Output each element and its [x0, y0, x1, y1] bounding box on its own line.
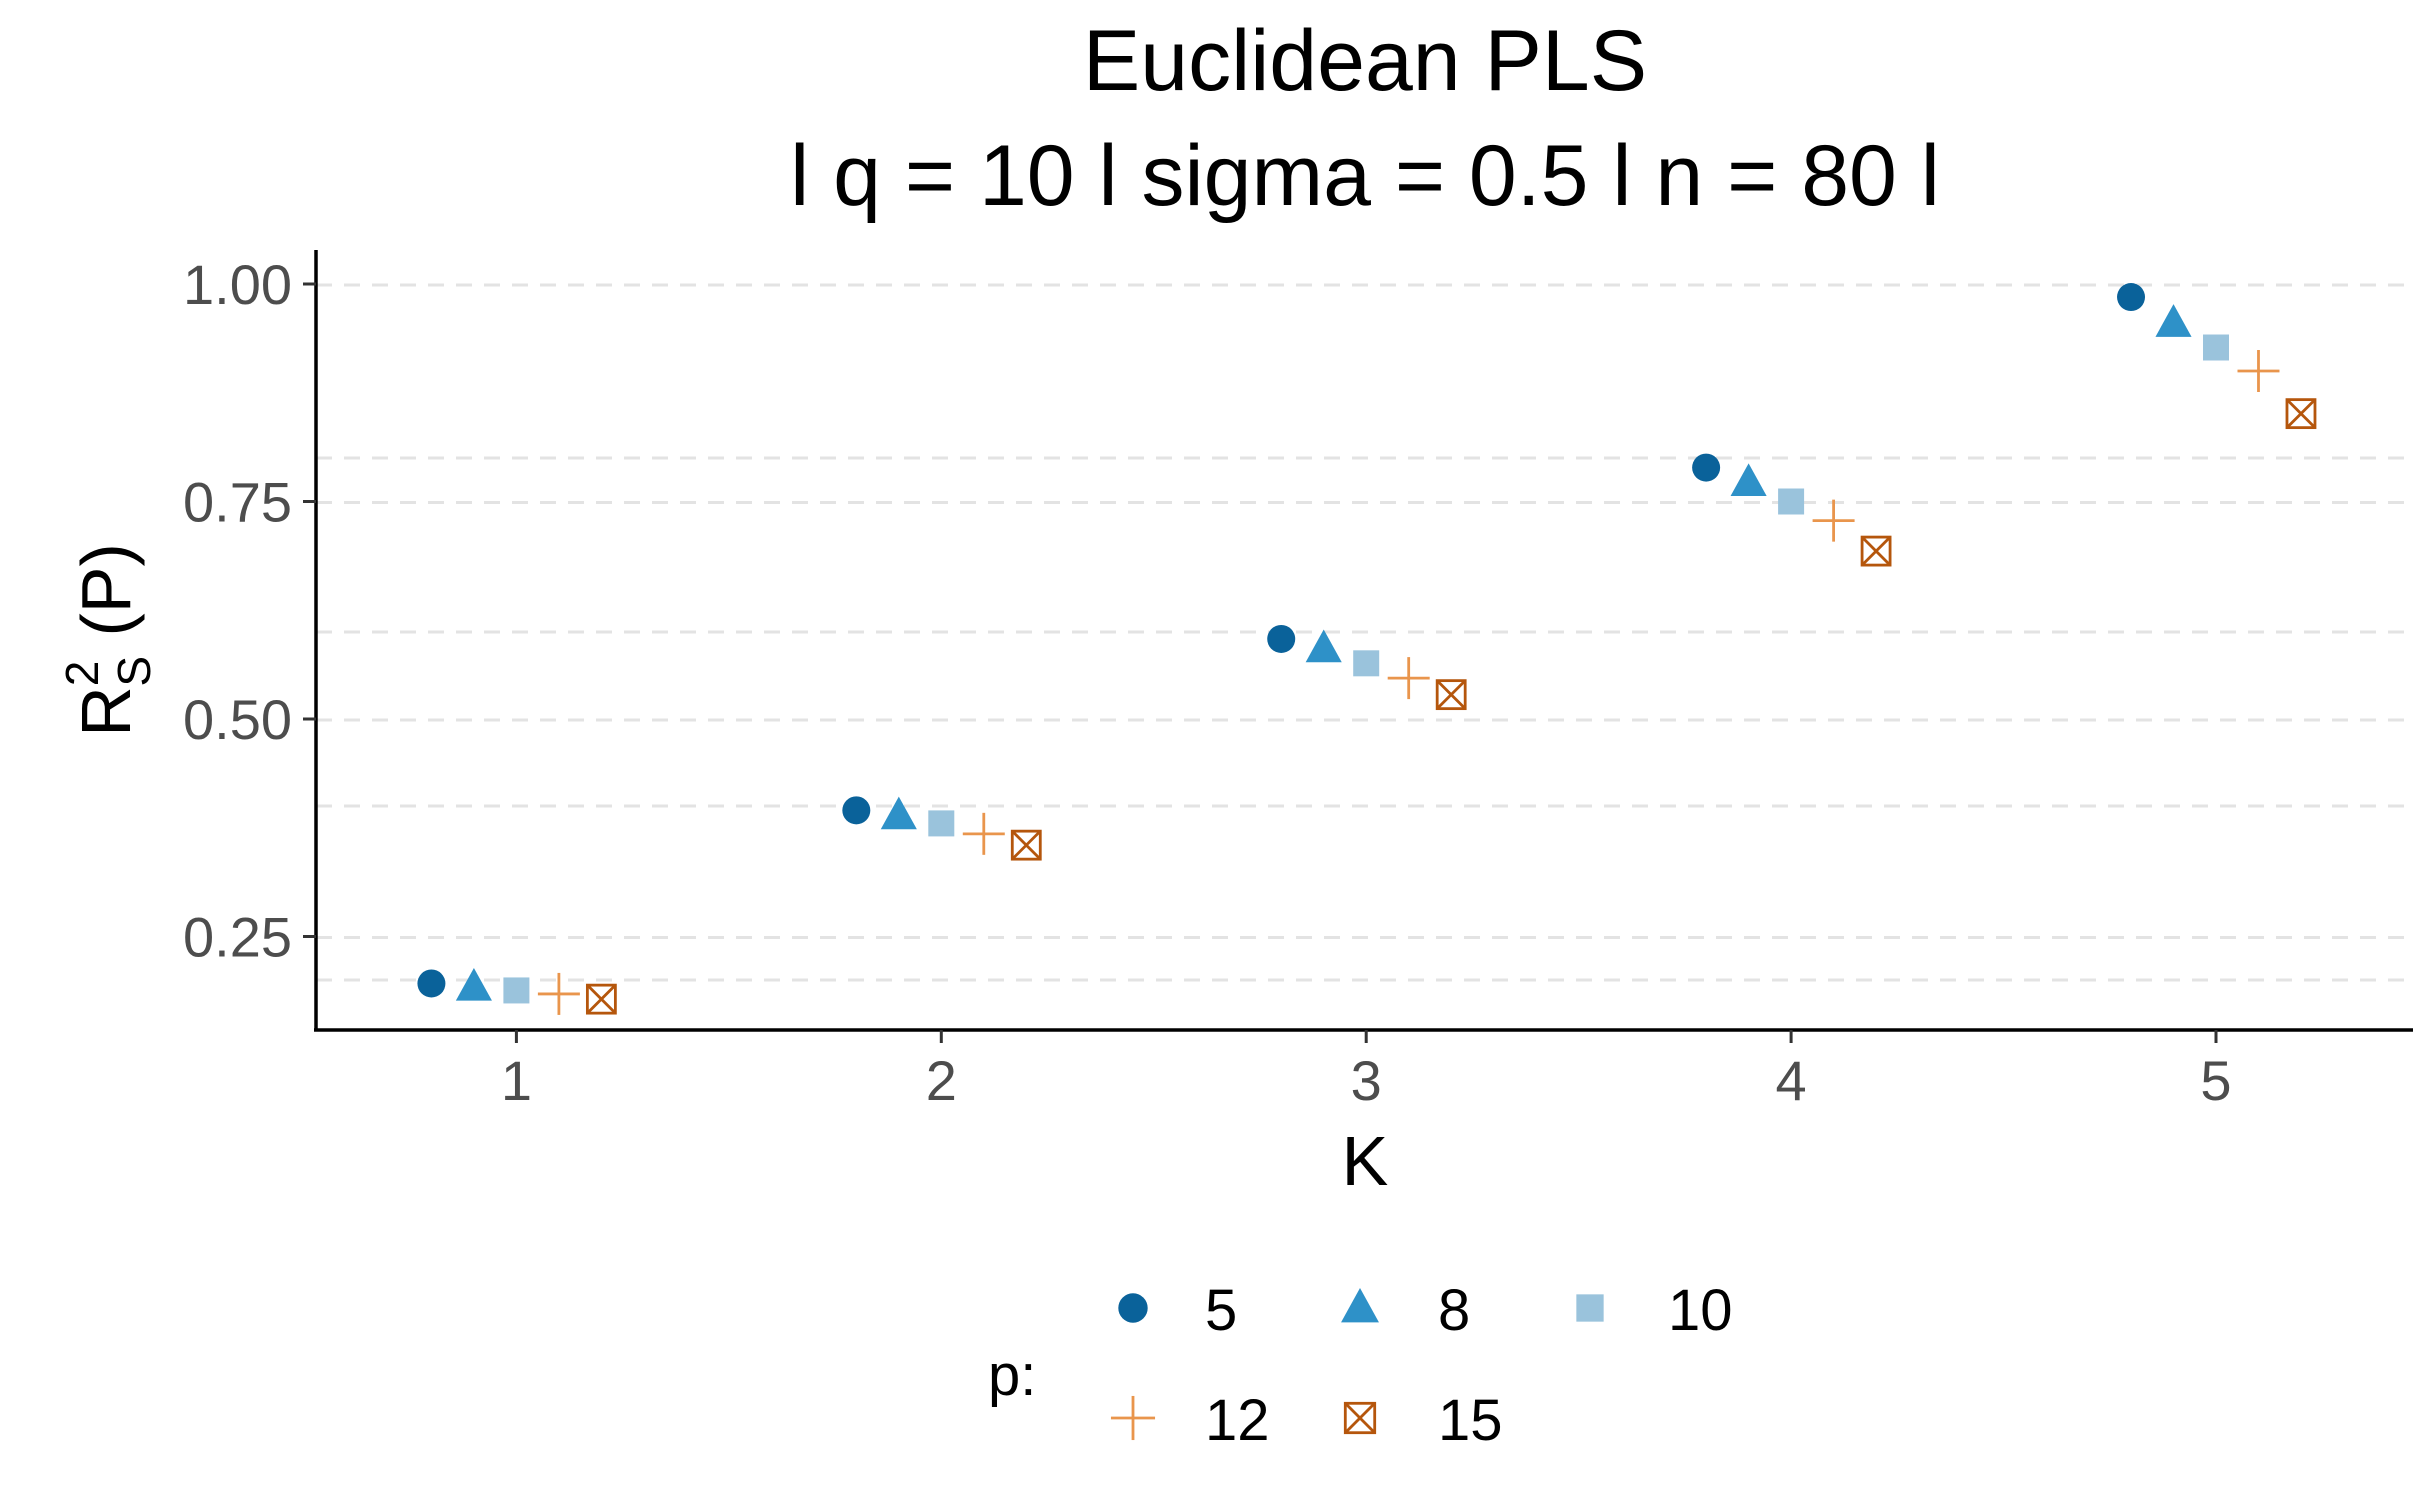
point-p12 [1387, 657, 1430, 700]
y-axis-title-suffix: (P) [67, 543, 145, 656]
point-p8 [880, 796, 917, 830]
y-tick-label: 1.00 [183, 253, 292, 316]
chart-title: Euclidean PLS [1083, 13, 1647, 109]
point-p10 [1353, 650, 1380, 677]
point-p12 [1812, 499, 1855, 542]
point-p8 [1305, 629, 1342, 663]
y-axis-title-superscript: 2 [56, 661, 108, 687]
x-tick-label: 2 [926, 1049, 957, 1112]
point-p5 [417, 969, 446, 998]
legend-key-p10 [1576, 1294, 1604, 1322]
point-p10 [503, 977, 530, 1004]
x-tick-label: 1 [501, 1049, 532, 1112]
point-p15 [1010, 829, 1042, 861]
point-p10 [928, 810, 955, 837]
point-p5 [1692, 453, 1721, 482]
point-p10 [1778, 488, 1805, 515]
legend-key-p15 [1343, 1401, 1377, 1435]
x-axis-ticks: 1 2 3 4 5 [501, 1030, 2232, 1112]
y-tick-label: 0.25 [183, 906, 292, 969]
data-points [417, 283, 2317, 1015]
legend-key-p5 [1118, 1293, 1148, 1323]
legend: p: 5 8 10 12 15 [988, 1278, 1733, 1453]
gridlines [316, 283, 2413, 982]
point-p10 [2203, 334, 2229, 361]
legend-key-p12 [1110, 1395, 1156, 1441]
legend-title: p: [988, 1343, 1036, 1408]
y-axis-ticks: 0.25 0.50 0.75 1.00 [183, 253, 316, 969]
point-p15 [585, 983, 617, 1015]
point-p15 [2285, 398, 2317, 430]
point-p15 [1435, 679, 1467, 711]
y-axis-title: R2S (P) [56, 543, 160, 737]
point-p5 [2117, 283, 2146, 312]
y-tick-label: 0.50 [183, 688, 292, 751]
point-p12 [537, 972, 580, 1015]
y-axis-title-base: R [67, 686, 145, 737]
legend-label: 10 [1668, 1278, 1733, 1343]
legend-key-p8 [1341, 1288, 1379, 1323]
point-p8 [2155, 304, 2192, 337]
point-p5 [842, 796, 871, 825]
legend-label: 12 [1205, 1388, 1270, 1453]
legend-label: 8 [1438, 1278, 1470, 1343]
x-tick-label: 5 [2200, 1049, 2231, 1112]
point-p8 [1730, 463, 1767, 497]
point-p5 [1267, 624, 1296, 653]
point-p8 [455, 967, 492, 1001]
x-axis-title: K [1342, 1122, 1389, 1200]
y-tick-label: 0.75 [183, 471, 292, 534]
x-tick-label: 3 [1351, 1049, 1382, 1112]
point-p12 [962, 812, 1005, 855]
legend-label: 5 [1205, 1278, 1237, 1343]
y-axis-title-subscript: S [108, 656, 160, 687]
x-tick-label: 4 [1776, 1049, 1807, 1112]
point-p15 [1860, 535, 1892, 567]
point-p12 [2237, 350, 2280, 392]
chart-subtitle: l q = 10 l sigma = 0.5 l n = 80 l [790, 128, 1940, 224]
legend-label: 15 [1438, 1388, 1503, 1453]
